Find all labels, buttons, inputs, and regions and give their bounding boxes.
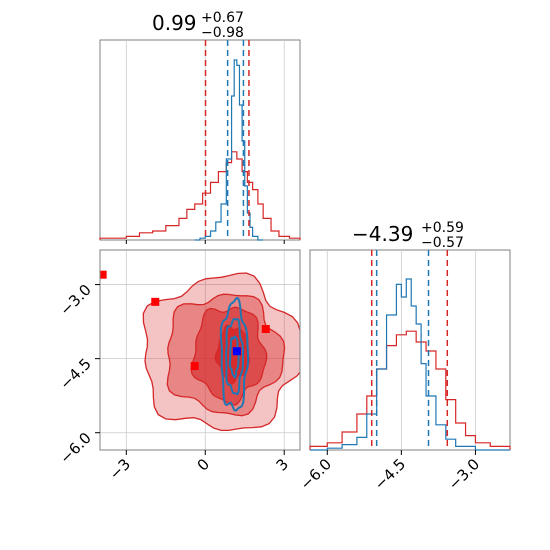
tick-label-x-p2-0: −6.0	[297, 455, 335, 493]
frame-hist-p2	[309, 249, 511, 451]
marker-blue-0	[232, 347, 241, 356]
panel-hist-p1	[99, 39, 301, 241]
title-p2-center: −4.39	[352, 222, 413, 246]
tick-label-y-p2-0: −6.0	[56, 429, 94, 467]
contour-group	[142, 272, 300, 432]
quantile-lines-p1	[204, 40, 250, 240]
frame-hist-p1	[99, 39, 301, 241]
histogram-p2-blue	[310, 278, 510, 451]
title-p1-center: 0.99	[152, 11, 197, 35]
contour-blue-level-2	[228, 335, 240, 379]
panel-hist-p2	[309, 249, 511, 451]
title-p2-minus: −0.57	[421, 235, 464, 251]
marker-red-0	[100, 270, 107, 279]
title-p2-plus: +0.59	[421, 220, 464, 236]
title-p2: −4.39 +0.59 −0.57	[352, 220, 464, 251]
title-p1-minus: −0.98	[201, 25, 244, 41]
contour-blue-level-1	[225, 317, 245, 396]
quantile-lines-p2	[370, 250, 449, 450]
tick-label-x-p2-2: −3.0	[445, 455, 483, 493]
grid-hist-p2	[326, 250, 476, 450]
frame-joint	[99, 249, 301, 451]
panel-joint	[99, 249, 301, 451]
tick-label-x-p1-2: 3	[273, 455, 292, 474]
contour-blue-level-0	[219, 296, 250, 412]
tick-label-x-p1-1: 0	[194, 455, 213, 474]
tick-label-y-p2-1: −4.5	[56, 355, 94, 393]
marker-group	[100, 270, 270, 371]
histogram-p1-red	[99, 151, 301, 240]
title-p1: 0.99 +0.67 −0.98	[152, 10, 244, 41]
marker-red-2	[261, 325, 270, 334]
marker-red-1	[151, 297, 160, 306]
title-p1-plus: +0.67	[201, 10, 244, 26]
tick-label-x-p2-1: −4.5	[371, 455, 409, 493]
marker-red-3	[190, 362, 199, 371]
tick-label-x-p1-0: −3	[106, 455, 134, 483]
histogram-p2-red	[309, 330, 511, 450]
tick-label-y-p2-2: −3.0	[56, 281, 94, 319]
histogram-p1-blue	[194, 59, 264, 241]
